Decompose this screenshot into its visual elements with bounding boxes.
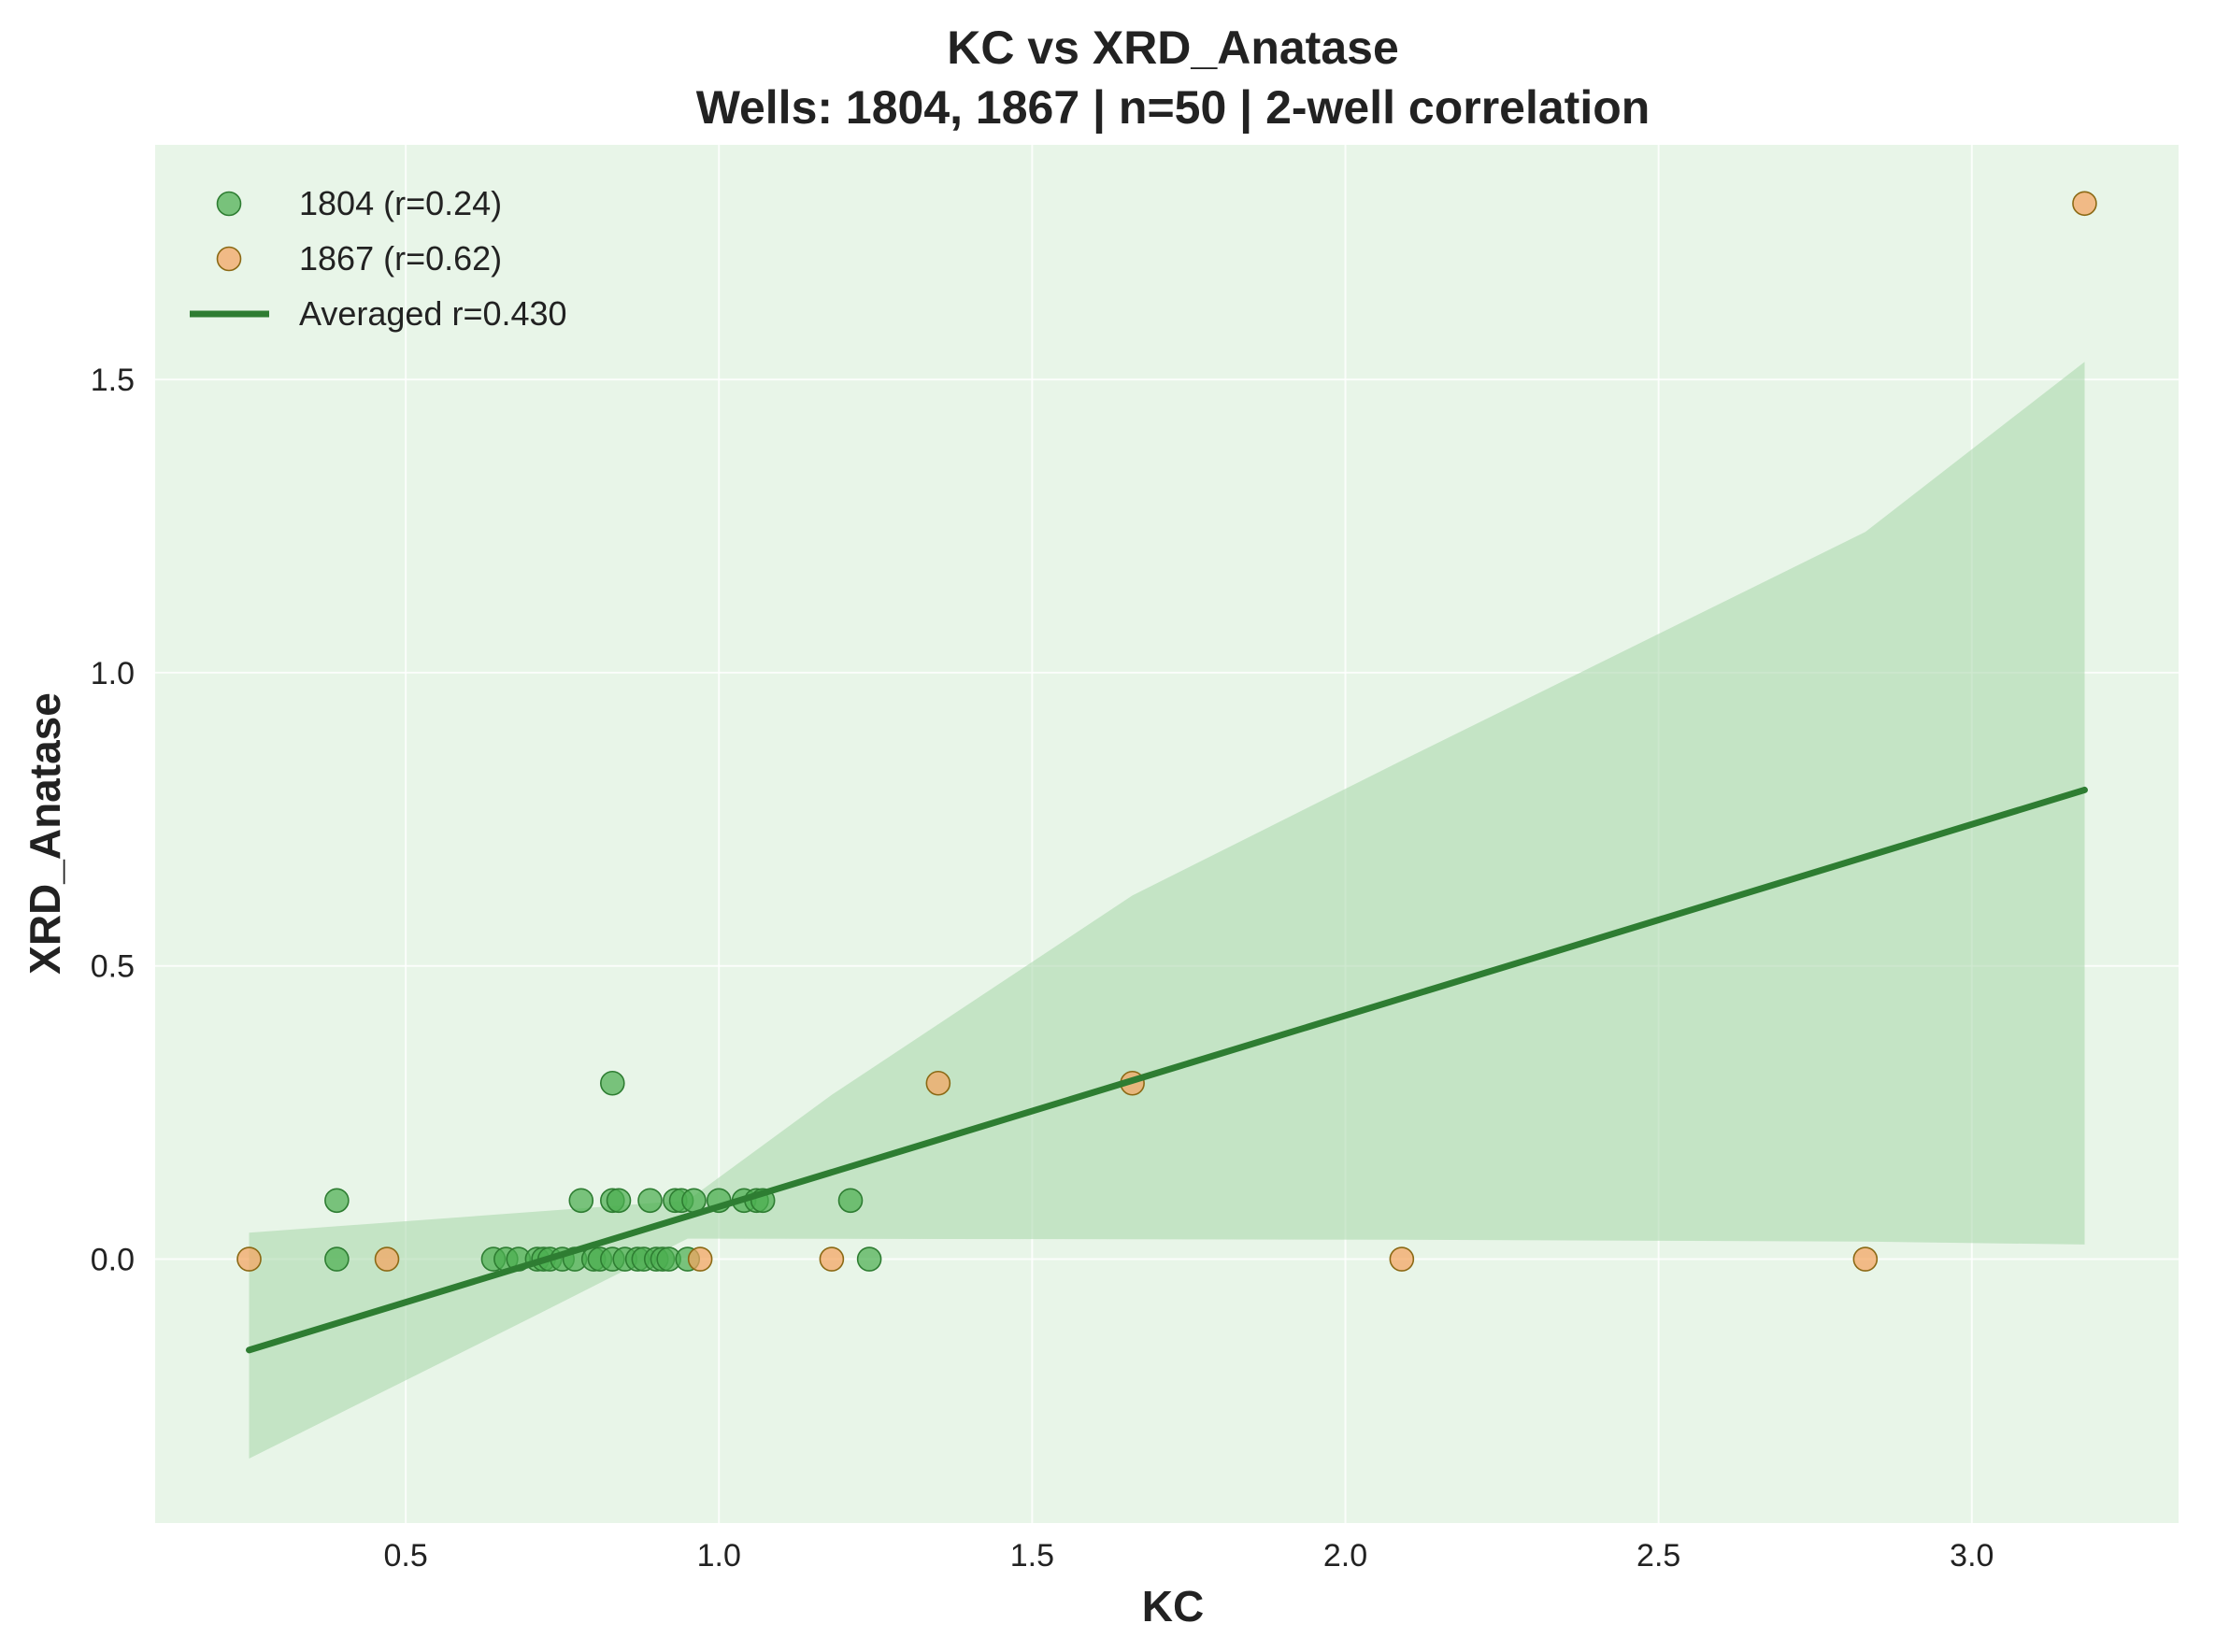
- legend: 1804 (r=0.24) 1867 (r=0.62) Averaged r=0…: [190, 184, 567, 333]
- point-0: [324, 1188, 350, 1214]
- point-1: [1852, 1246, 1879, 1272]
- point-1: [374, 1246, 400, 1272]
- point-0: [637, 1188, 663, 1214]
- y-tick-labels: 0.0 0.5 1.0 1.5: [91, 363, 135, 1277]
- x-tick-label: 2.5: [1636, 1538, 1680, 1574]
- x-tick-label: 2.0: [1323, 1538, 1367, 1574]
- point-1: [1389, 1246, 1415, 1272]
- point-1: [819, 1246, 845, 1272]
- point-1: [2072, 191, 2097, 217]
- legend-label-1804: 1804 (r=0.24): [299, 184, 502, 222]
- x-axis-label: KC: [1142, 1582, 1204, 1631]
- point-0: [324, 1246, 350, 1272]
- series-1804-points: [324, 1070, 882, 1272]
- x-tick-label: 1.5: [1010, 1538, 1054, 1574]
- point-1: [925, 1070, 951, 1096]
- x-tick-label: 1.0: [697, 1538, 741, 1574]
- legend-marker-1867: [216, 246, 242, 272]
- y-tick-label: 1.5: [91, 363, 135, 398]
- point-0: [568, 1188, 594, 1214]
- chart-title: KC vs XRD_Anatase: [947, 21, 1399, 74]
- point-0: [600, 1070, 625, 1096]
- legend-marker-1804: [216, 191, 242, 217]
- y-tick-label: 0.0: [91, 1243, 135, 1278]
- x-tick-label: 3.0: [1950, 1538, 1994, 1574]
- point-1: [687, 1246, 713, 1272]
- x-tick-label: 0.5: [383, 1538, 427, 1574]
- y-axis-label: XRD_Anatase: [21, 692, 69, 975]
- x-tick-labels: 0.5 1.0 1.5 2.0 2.5 3.0: [383, 1538, 1994, 1574]
- point-0: [856, 1246, 882, 1272]
- fit-line: [246, 786, 2088, 1354]
- legend-label-fit: Averaged r=0.430: [299, 294, 567, 333]
- legend-label-1867: 1867 (r=0.62): [299, 239, 502, 278]
- point-0: [837, 1188, 864, 1214]
- point-1: [236, 1246, 262, 1272]
- chart-subtitle: Wells: 1804, 1867 | n=50 | 2-well correl…: [696, 81, 1651, 135]
- y-tick-label: 0.5: [91, 949, 135, 985]
- confidence-band: [249, 362, 2085, 1460]
- y-tick-label: 1.0: [91, 656, 135, 691]
- point-0: [606, 1188, 632, 1214]
